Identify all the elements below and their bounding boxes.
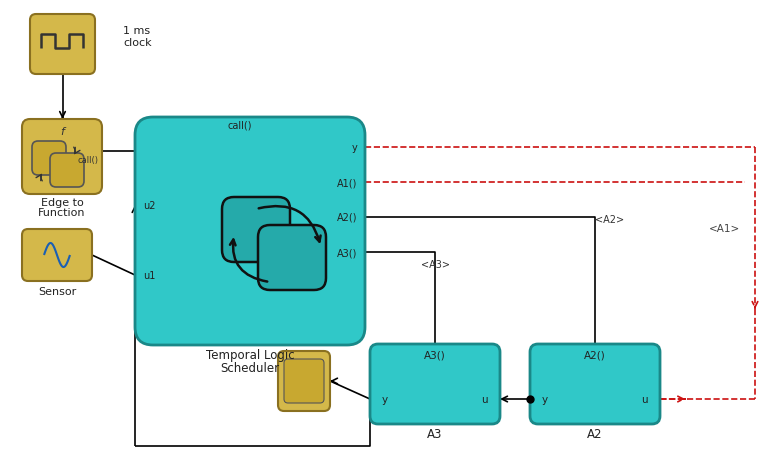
Text: u: u bbox=[482, 394, 488, 404]
Text: <A2>: <A2> bbox=[595, 215, 625, 225]
Text: A3(): A3() bbox=[336, 248, 357, 258]
Text: y: y bbox=[542, 394, 548, 404]
Text: A2(): A2() bbox=[584, 349, 606, 359]
Text: <A1>: <A1> bbox=[709, 224, 740, 234]
Text: clock: clock bbox=[123, 38, 152, 48]
FancyBboxPatch shape bbox=[22, 230, 92, 281]
Text: y: y bbox=[351, 143, 357, 152]
Text: <A3>: <A3> bbox=[420, 259, 450, 269]
Text: Scheduler: Scheduler bbox=[221, 361, 280, 374]
Text: A1(): A1() bbox=[336, 178, 357, 188]
Text: call(): call() bbox=[77, 156, 98, 165]
Text: A2(): A2() bbox=[336, 212, 357, 222]
FancyBboxPatch shape bbox=[30, 15, 95, 75]
Text: call(): call() bbox=[228, 121, 253, 131]
Text: Sensor: Sensor bbox=[38, 286, 76, 296]
Text: Edge to: Edge to bbox=[40, 198, 83, 207]
Text: y: y bbox=[382, 394, 388, 404]
FancyBboxPatch shape bbox=[370, 344, 500, 424]
FancyBboxPatch shape bbox=[32, 142, 66, 175]
Text: A2: A2 bbox=[587, 428, 603, 441]
FancyBboxPatch shape bbox=[222, 198, 290, 262]
Text: u: u bbox=[641, 394, 648, 404]
FancyBboxPatch shape bbox=[530, 344, 660, 424]
Text: A3(): A3() bbox=[424, 349, 446, 359]
FancyBboxPatch shape bbox=[50, 154, 84, 188]
Text: Function: Function bbox=[38, 207, 85, 217]
Text: u1: u1 bbox=[143, 271, 155, 281]
FancyBboxPatch shape bbox=[22, 120, 102, 194]
FancyBboxPatch shape bbox=[258, 226, 326, 290]
FancyBboxPatch shape bbox=[135, 118, 365, 345]
Text: u2: u2 bbox=[143, 201, 155, 211]
FancyBboxPatch shape bbox=[139, 122, 361, 341]
Text: Temporal Logic: Temporal Logic bbox=[206, 349, 294, 362]
Text: 1 ms: 1 ms bbox=[123, 26, 150, 36]
FancyBboxPatch shape bbox=[278, 351, 330, 411]
Text: A3: A3 bbox=[427, 428, 443, 441]
Text: f: f bbox=[60, 127, 64, 137]
FancyBboxPatch shape bbox=[284, 359, 324, 403]
